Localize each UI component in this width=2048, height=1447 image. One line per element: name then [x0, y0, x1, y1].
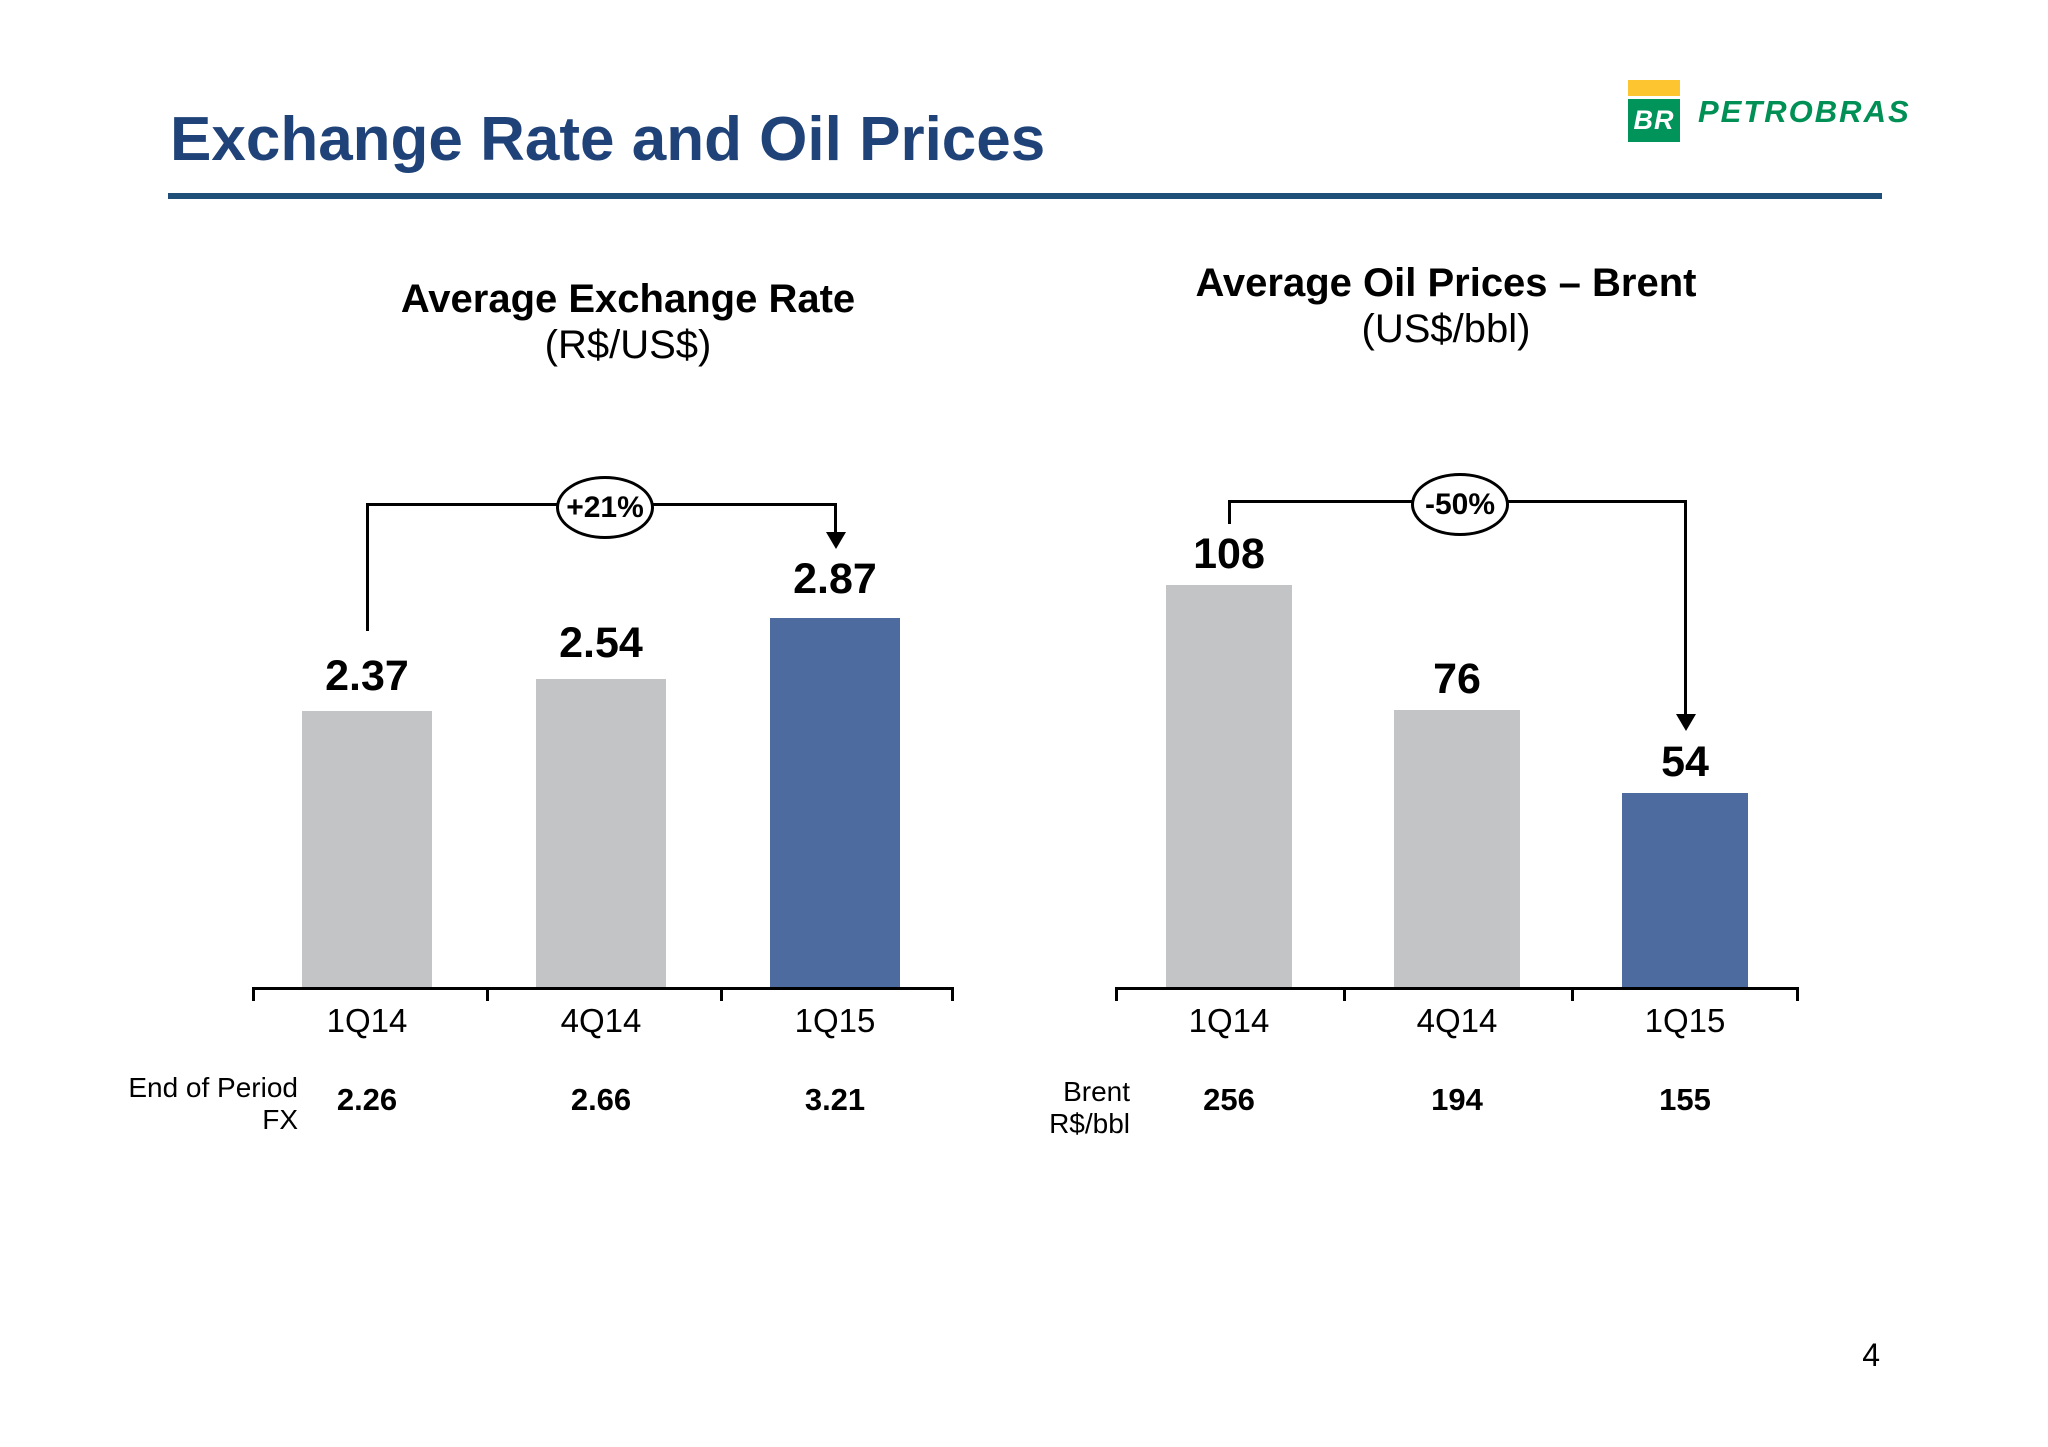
bar-value-label: 54: [1661, 738, 1709, 786]
annotation-arrowhead: [826, 532, 846, 549]
axis-tick: [1571, 987, 1574, 1001]
annotation-arrowhead: [1676, 714, 1696, 731]
category-label: 1Q15: [1644, 1002, 1726, 1039]
annotation-label: +21%: [566, 490, 644, 524]
bar-value-label: 2.87: [793, 555, 877, 603]
x-axis: [252, 987, 954, 990]
footnote-value: 2.66: [570, 1082, 632, 1117]
category-label: 4Q14: [560, 1002, 642, 1039]
category-label: 1Q14: [1188, 1002, 1270, 1039]
bar-value-label: 2.54: [559, 619, 643, 667]
footnote-value: 256: [1203, 1082, 1255, 1117]
chart-oil-prices-title: Average Oil Prices – Brent (US$/bbl): [1136, 260, 1756, 352]
annotation-bracket-left-line: [366, 503, 369, 631]
page-title: Exchange Rate and Oil Prices: [170, 105, 1046, 174]
footnote-label: End of Period FX: [128, 1072, 298, 1135]
category-label: 1Q15: [794, 1002, 876, 1039]
chart-title-line: Average Exchange Rate: [400, 277, 856, 321]
x-axis: [1115, 987, 1799, 990]
chart-subtitle-line: (US$/bbl): [1361, 307, 1531, 351]
chart-title-line: Average Oil Prices – Brent: [1195, 261, 1697, 305]
bar-value-label: 76: [1433, 655, 1481, 703]
annotation-oval: +21%: [556, 476, 654, 539]
logo-yellow-band: [1628, 80, 1680, 96]
axis-tick: [1115, 987, 1118, 1001]
chart-subtitle-line: (R$/US$): [544, 323, 712, 367]
bar-1q15: [1622, 793, 1748, 987]
annotation-bracket-right-line: [834, 503, 837, 534]
title-underline: [168, 193, 1882, 199]
bar-1q15: [770, 618, 900, 987]
footnote-value: 155: [1659, 1082, 1711, 1117]
annotation-bracket-left-line: [1228, 500, 1231, 524]
footnote-label: Brent R$/bbl: [1049, 1076, 1130, 1139]
bar-4q14: [1394, 710, 1520, 987]
category-label: 1Q14: [326, 1002, 408, 1039]
annotation-oval: -50%: [1411, 473, 1509, 536]
annotation-bracket-right-line: [1684, 500, 1687, 716]
category-label: 4Q14: [1416, 1002, 1498, 1039]
axis-tick: [1343, 987, 1346, 1001]
page-number: 4: [1862, 1337, 1880, 1373]
axis-tick: [720, 987, 723, 1001]
footnote-value: 2.26: [336, 1082, 398, 1117]
bar-1q14: [302, 711, 432, 987]
bar-4q14: [536, 679, 666, 987]
footnote-value: 194: [1431, 1082, 1483, 1117]
bar-1q14: [1166, 585, 1292, 987]
axis-tick: [1796, 987, 1799, 1001]
chart-exchange-rate-title: Average Exchange Rate (R$/US$): [318, 276, 938, 368]
petrobras-logo-mark: BR: [1628, 80, 1680, 142]
bar-value-label: 2.37: [325, 652, 409, 700]
logo-br-monogram: BR: [1633, 105, 1675, 135]
petrobras-wordmark: PETROBRAS: [1698, 94, 1911, 129]
axis-tick: [486, 987, 489, 1001]
axis-tick: [252, 987, 255, 1001]
annotation-label: -50%: [1424, 487, 1496, 521]
axis-tick: [951, 987, 954, 1001]
logo-green-block: BR: [1628, 99, 1680, 142]
footnote-value: 3.21: [804, 1082, 866, 1117]
bar-value-label: 108: [1193, 530, 1265, 578]
